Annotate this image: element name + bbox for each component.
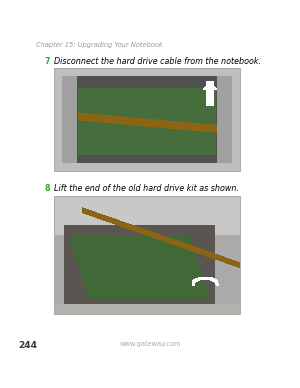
- Bar: [54, 68, 240, 171]
- Text: 7: 7: [44, 57, 50, 66]
- Bar: [54, 196, 240, 314]
- Text: Lift the end of the old hard drive kit as shown.: Lift the end of the old hard drive kit a…: [54, 184, 239, 193]
- Text: www.gateway.com: www.gateway.com: [119, 341, 181, 347]
- Text: 244: 244: [18, 341, 37, 350]
- Text: Chapter 15: Upgrading Your Notebook: Chapter 15: Upgrading Your Notebook: [36, 42, 163, 48]
- Text: 8: 8: [44, 184, 50, 193]
- Text: Disconnect the hard drive cable from the notebook.: Disconnect the hard drive cable from the…: [54, 57, 261, 66]
